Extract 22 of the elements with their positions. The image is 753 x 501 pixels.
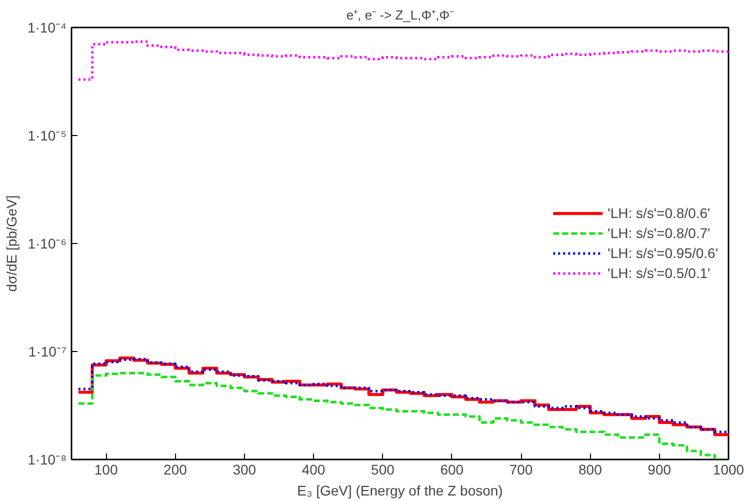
x-tick-label: 200	[164, 462, 188, 478]
y-tick-label: 1·10⁻⁵	[28, 128, 67, 144]
legend-label: 'LH: s/s'=0.5/0.1'	[608, 265, 710, 281]
chart-title: e⁺, e⁻ -> Z_L,Φ⁺,Φ⁻	[346, 8, 454, 22]
y-axis-title: dσ/dE [pb/GeV]	[3, 195, 20, 292]
x-tick-label: 700	[509, 462, 533, 478]
x-tick-label: 600	[440, 462, 464, 478]
x-tick-label: 500	[371, 462, 395, 478]
x-tick-label: 900	[648, 462, 672, 478]
y-tick-label: 1·10⁻⁸	[28, 452, 67, 468]
x-tick-label: 100	[94, 462, 118, 478]
y-tick-label: 1·10⁻⁷	[28, 344, 67, 360]
y-tick-label: 1·10⁻⁴	[27, 20, 67, 36]
x-tick-label: 300	[232, 462, 256, 478]
x-axis-title: E₃ [GeV] (Energy of the Z boson)	[297, 482, 503, 498]
y-tick-label: 1·10⁻⁶	[28, 236, 67, 252]
x-tick-label: 800	[578, 462, 602, 478]
x-tick-label: 1000	[712, 462, 744, 478]
legend-label: 'LH: s/s'=0.8/0.7'	[608, 225, 710, 241]
legend-label: 'LH: s/s'=0.8/0.6'	[608, 205, 710, 221]
x-tick-label: 400	[302, 462, 326, 478]
legend-label: 'LH: s/s'=0.95/0.6'	[608, 245, 718, 261]
